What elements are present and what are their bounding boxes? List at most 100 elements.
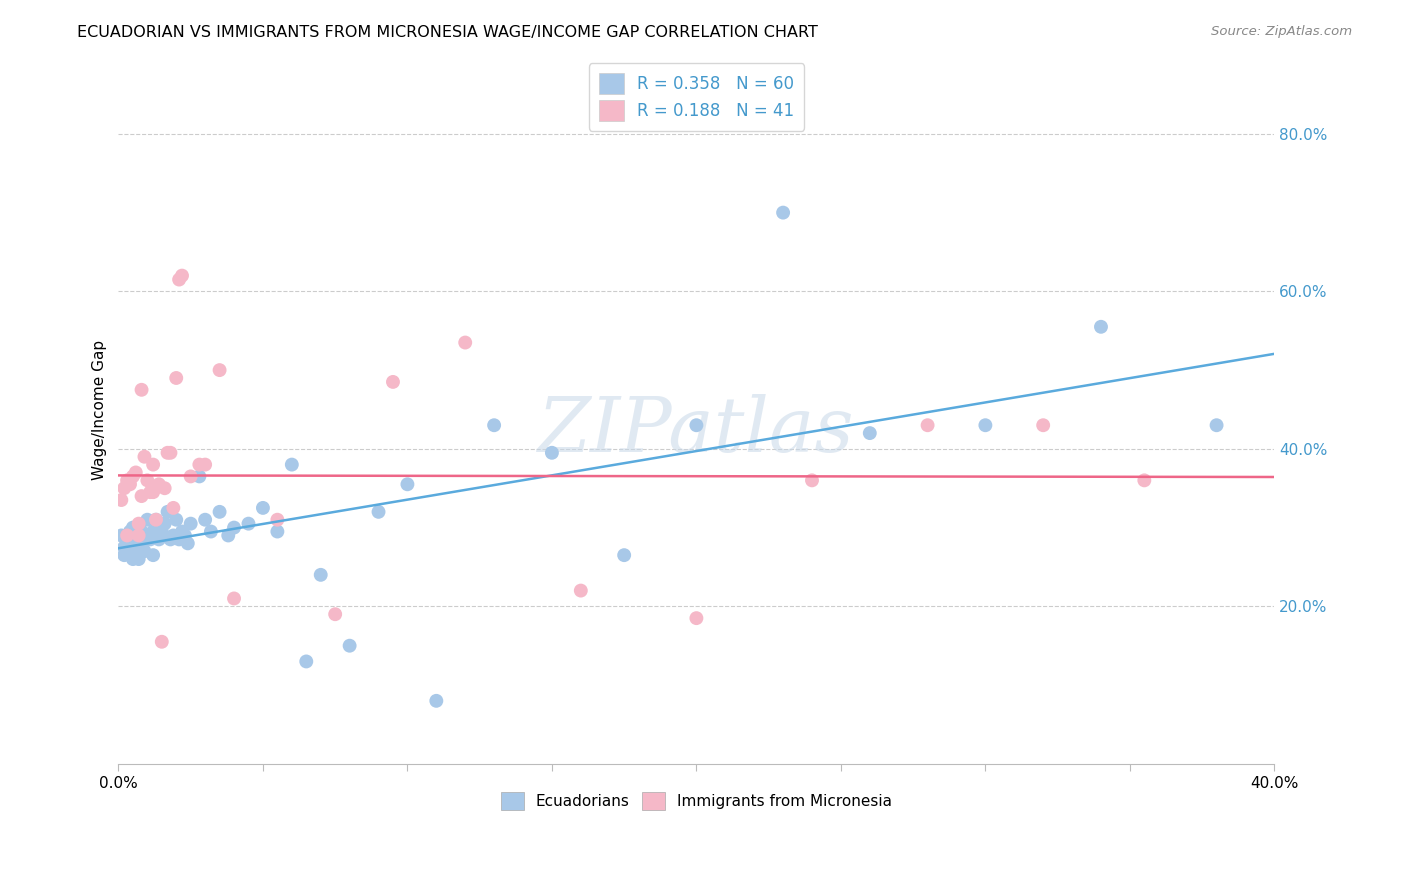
Point — [174, 528, 197, 542]
Point — [110, 493, 132, 508]
Point — [482, 418, 505, 433]
Point — [131, 524, 153, 539]
Point — [136, 474, 159, 488]
Point — [772, 205, 794, 219]
Point — [162, 500, 184, 515]
Point — [150, 634, 173, 648]
Point — [188, 458, 211, 472]
Point — [153, 516, 176, 531]
Point — [238, 516, 260, 531]
Text: Source: ZipAtlas.com: Source: ZipAtlas.com — [1212, 25, 1353, 38]
Point — [128, 516, 150, 531]
Point — [167, 533, 190, 547]
Point — [156, 446, 179, 460]
Point — [454, 335, 477, 350]
Point — [859, 426, 882, 441]
Point — [222, 591, 245, 606]
Point — [153, 481, 176, 495]
Point — [134, 450, 156, 464]
Point — [167, 272, 190, 286]
Point — [309, 567, 332, 582]
Point — [1205, 418, 1227, 433]
Point — [156, 505, 179, 519]
Point — [541, 446, 564, 460]
Point — [118, 536, 141, 550]
Point — [252, 500, 274, 515]
Point — [685, 611, 707, 625]
Point — [145, 513, 167, 527]
Point — [339, 639, 361, 653]
Point — [381, 375, 404, 389]
Point — [1032, 418, 1054, 433]
Point — [281, 458, 304, 472]
Point — [208, 363, 231, 377]
Point — [122, 552, 145, 566]
Point — [142, 524, 165, 539]
Point — [1133, 474, 1156, 488]
Point — [177, 536, 200, 550]
Point — [142, 458, 165, 472]
Point — [139, 533, 162, 547]
Point — [125, 528, 148, 542]
Point — [134, 544, 156, 558]
Text: ZIPatlas: ZIPatlas — [538, 393, 855, 467]
Point — [128, 533, 150, 547]
Point — [112, 541, 135, 555]
Point — [217, 528, 239, 542]
Point — [112, 548, 135, 562]
Point — [180, 516, 202, 531]
Point — [974, 418, 997, 433]
Point — [159, 533, 181, 547]
Point — [266, 513, 288, 527]
Legend: Ecuadorians, Immigrants from Micronesia: Ecuadorians, Immigrants from Micronesia — [495, 786, 898, 816]
Point — [367, 505, 389, 519]
Point — [148, 533, 170, 547]
Point — [125, 541, 148, 555]
Point — [685, 418, 707, 433]
Point — [222, 520, 245, 534]
Point — [208, 505, 231, 519]
Point — [122, 520, 145, 534]
Point — [194, 513, 217, 527]
Point — [1090, 319, 1112, 334]
Point — [180, 469, 202, 483]
Point — [194, 458, 217, 472]
Point — [131, 383, 153, 397]
Point — [128, 552, 150, 566]
Point — [115, 533, 138, 547]
Point — [131, 489, 153, 503]
Point — [115, 544, 138, 558]
Point — [148, 477, 170, 491]
Point — [323, 607, 346, 622]
Point — [142, 485, 165, 500]
Point — [150, 528, 173, 542]
Point — [145, 513, 167, 527]
Point — [917, 418, 939, 433]
Point — [125, 466, 148, 480]
Point — [122, 469, 145, 483]
Point — [165, 513, 187, 527]
Point — [118, 524, 141, 539]
Point — [425, 694, 447, 708]
Point — [569, 583, 592, 598]
Point — [136, 513, 159, 527]
Point — [136, 528, 159, 542]
Point — [295, 655, 318, 669]
Point — [131, 536, 153, 550]
Point — [110, 528, 132, 542]
Point — [139, 485, 162, 500]
Point — [118, 477, 141, 491]
Point — [115, 474, 138, 488]
Point — [266, 524, 288, 539]
Point — [170, 268, 193, 283]
Point — [150, 524, 173, 539]
Point — [159, 446, 181, 460]
Point — [128, 528, 150, 542]
Point — [396, 477, 419, 491]
Point — [115, 528, 138, 542]
Point — [162, 528, 184, 542]
Point — [801, 474, 824, 488]
Point — [200, 524, 222, 539]
Point — [613, 548, 636, 562]
Y-axis label: Wage/Income Gap: Wage/Income Gap — [93, 340, 107, 480]
